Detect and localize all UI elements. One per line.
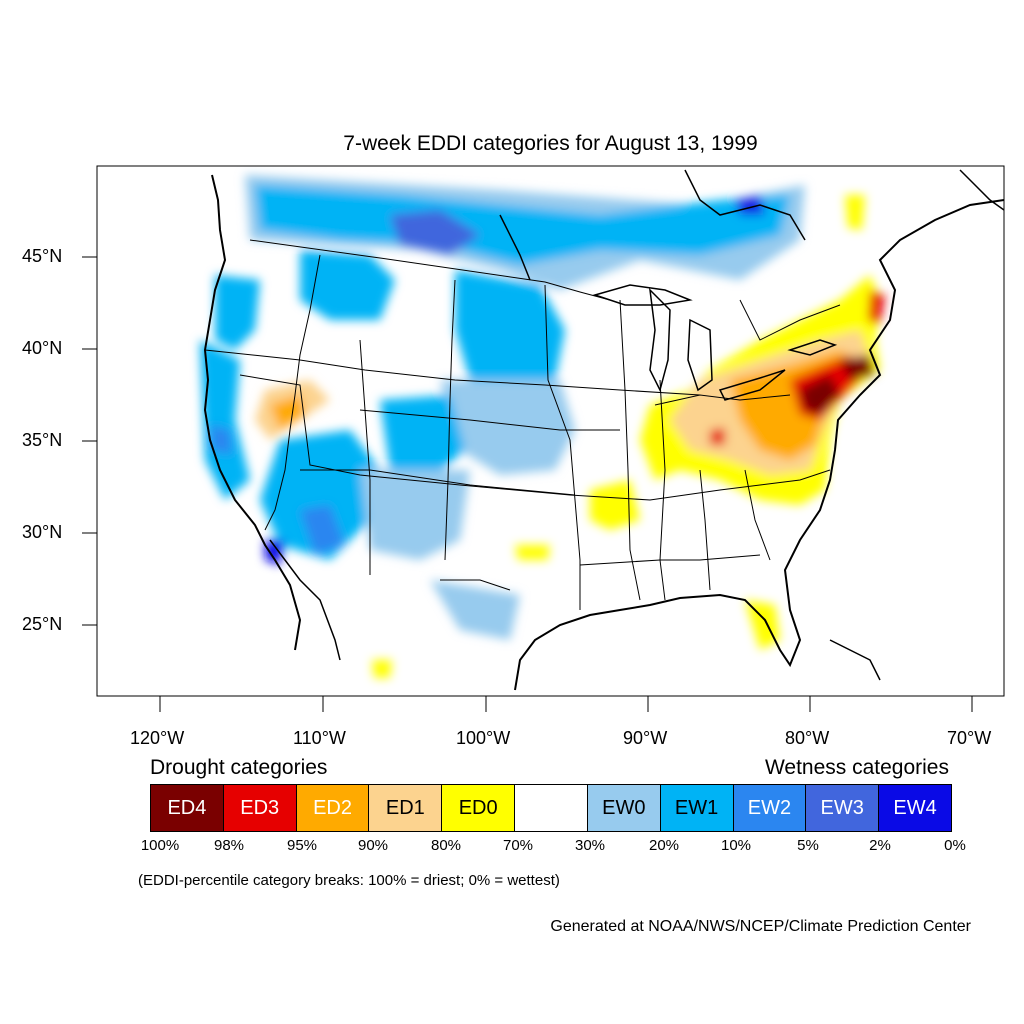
legend-swatch-ed0: ED0 bbox=[442, 785, 516, 831]
credit-line: Generated at NOAA/NWS/NCEP/Climate Predi… bbox=[550, 918, 971, 935]
break-label-80: 80% bbox=[430, 837, 462, 854]
legend-swatch-neutral bbox=[515, 785, 588, 831]
boundaries bbox=[203, 169, 1004, 691]
lat-label-30: 30°N bbox=[22, 522, 63, 542]
lon-label-90: 90°W bbox=[623, 728, 668, 748]
break-label-30: 30% bbox=[574, 837, 606, 854]
legend-swatch-ed1: ED1 bbox=[369, 785, 443, 831]
break-label-0: 0% bbox=[944, 837, 966, 854]
legend-swatch-ew0: EW0 bbox=[587, 785, 661, 831]
legend-swatch-ew4: EW4 bbox=[879, 785, 951, 831]
lon-label-120: 120°W bbox=[130, 728, 185, 748]
break-label-5: 5% bbox=[797, 837, 819, 854]
break-label-10: 10% bbox=[720, 837, 752, 854]
lat-label-25: 25°N bbox=[22, 614, 63, 634]
lat-label-45: 45°N bbox=[22, 246, 63, 266]
break-label-100: 100% bbox=[140, 837, 180, 854]
break-label-95: 95% bbox=[286, 837, 318, 854]
legend-swatch-ew2: EW2 bbox=[733, 785, 807, 831]
break-label-98: 98% bbox=[213, 837, 245, 854]
lon-label-70: 70°W bbox=[947, 728, 992, 748]
legend-swatch-ew3: EW3 bbox=[806, 785, 880, 831]
break-label-20: 20% bbox=[648, 837, 680, 854]
map-field bbox=[200, 169, 1004, 691]
drought-categories-title: Drought categories bbox=[150, 756, 328, 779]
wetness-regions bbox=[200, 175, 805, 640]
map-title: 7-week EDDI categories for August 13, 19… bbox=[343, 132, 758, 155]
category-legend: ED4 ED3 ED2 ED1 ED0 EW0 EW1 EW2 EW3 EW4 bbox=[150, 784, 952, 832]
lat-label-35: 35°N bbox=[22, 430, 63, 450]
lat-label-40: 40°N bbox=[22, 338, 63, 358]
break-label-70: 70% bbox=[502, 837, 534, 854]
wetness-categories-title: Wetness categories bbox=[764, 756, 949, 779]
legend-swatch-ed3: ED3 bbox=[223, 785, 297, 831]
axis-ticks bbox=[82, 256, 973, 712]
lon-label-110: 110°W bbox=[293, 728, 346, 748]
lon-label-80: 80°W bbox=[785, 728, 830, 748]
lon-label-100: 100°W bbox=[456, 728, 511, 748]
legend-swatch-ew1: EW1 bbox=[660, 785, 734, 831]
legend-swatch-ed4: ED4 bbox=[151, 785, 224, 831]
break-label-2: 2% bbox=[869, 837, 891, 854]
legend-swatch-ed2: ED2 bbox=[296, 785, 370, 831]
map-frame bbox=[96, 165, 1005, 697]
category-break-note: (EDDI-percentile category breaks: 100% =… bbox=[138, 872, 560, 889]
break-label-90: 90% bbox=[357, 837, 389, 854]
